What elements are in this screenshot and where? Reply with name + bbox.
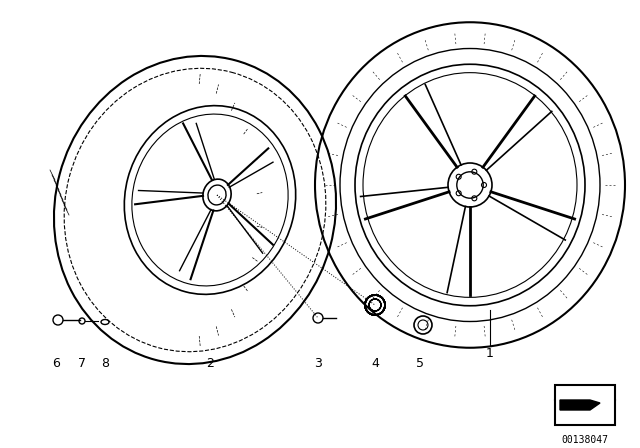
Text: 5: 5 [416,357,424,370]
Text: 8: 8 [101,357,109,370]
Text: 4: 4 [371,357,379,370]
Text: 7: 7 [78,357,86,370]
Text: 1: 1 [486,347,494,360]
Text: 6: 6 [52,357,60,370]
Text: 3: 3 [314,357,322,370]
Polygon shape [560,400,600,410]
Text: 00138047: 00138047 [561,435,609,445]
FancyBboxPatch shape [555,385,615,425]
Text: 2: 2 [206,357,214,370]
